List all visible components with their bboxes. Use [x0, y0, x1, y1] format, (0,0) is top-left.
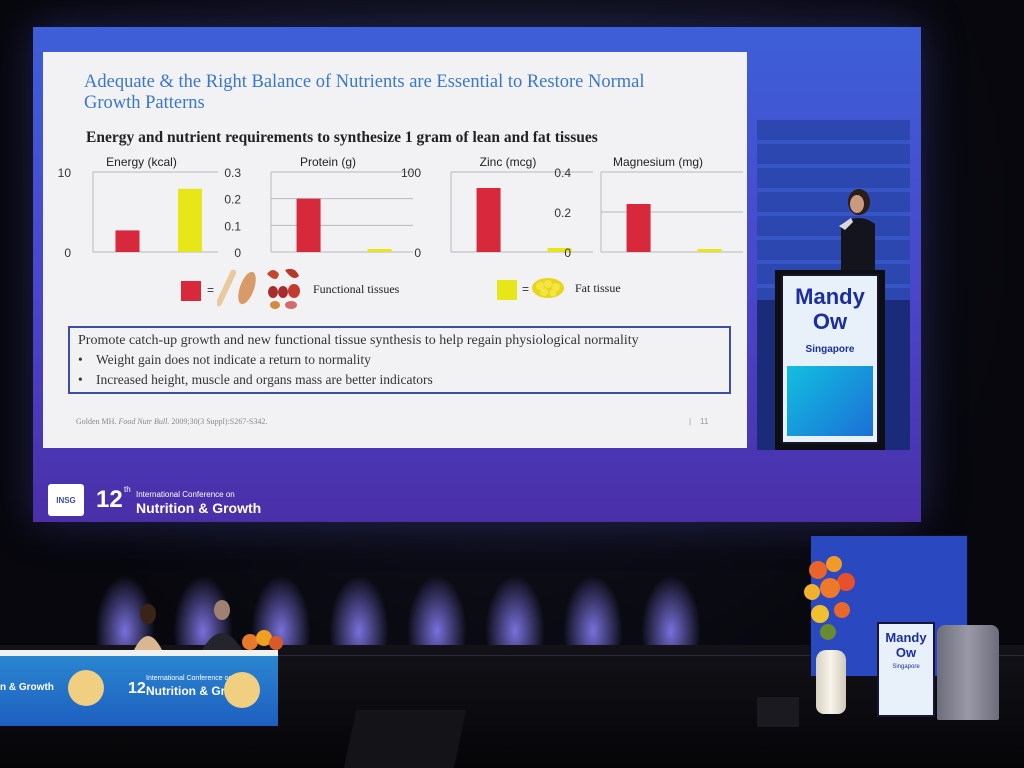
bar-functional-tissues: [476, 188, 501, 252]
tick-label: 0.3: [224, 166, 241, 180]
bar-fat-tissue: [547, 248, 572, 252]
tick-label: 0: [564, 246, 571, 260]
bar-functional-tissues: [296, 198, 321, 252]
stage-speaker-name-line1: Mandy: [885, 630, 927, 645]
legend-functional-label: Functional tissues: [313, 282, 400, 296]
legend-equals-fat: =: [522, 282, 530, 296]
conference-banner: INSG 12 th International Conference on N…: [48, 482, 348, 518]
conference-line2: Nutrition & Growth: [136, 500, 262, 516]
stage-speaker-name-line2: Ow: [895, 645, 917, 660]
tick-label: 0: [234, 246, 241, 260]
legend-fat-swatch: [497, 280, 517, 300]
stage-speaker-city: Singapore: [892, 664, 920, 670]
tick-label: 0: [64, 246, 71, 260]
tick-label: 0.2: [224, 193, 241, 207]
speaker-figure: [839, 189, 875, 278]
slide-subtitle: Energy and nutrient requirements to synt…: [86, 129, 598, 146]
table-artwork: [68, 670, 104, 706]
tick-label: 0: [414, 246, 421, 260]
tick-label: 0.1: [224, 219, 241, 233]
cocktail-table: [937, 625, 999, 720]
stage-lectern-sign: Mandy Ow Singapore: [877, 622, 935, 717]
stage-edge: [0, 655, 1024, 656]
speaker-name-line1: Mandy: [795, 284, 865, 309]
organs-icon: [217, 268, 300, 309]
table-conference-line1: International Conference on: [146, 675, 233, 682]
table-artwork-right: [224, 672, 260, 708]
speaker-camera-feed: Mandy Ow Singapore: [757, 120, 910, 450]
projection-screen: Adequate & the Right Balance of Nutrient…: [33, 27, 921, 522]
conference-suffix: th: [124, 485, 131, 494]
chart-title: Zinc (mcg): [480, 155, 537, 169]
panel-table: n & Growth 12 International Conference o…: [0, 650, 278, 726]
stage-monitor-speaker: [343, 710, 467, 768]
bar-functional-tissues: [115, 230, 140, 252]
legend-fat-label: Fat tissue: [575, 281, 621, 295]
chart-title: Magnesium (mg): [613, 155, 703, 169]
key-message-box: Promote catch-up growth and new function…: [68, 326, 731, 394]
insg-logo: INSG: [48, 484, 84, 516]
lectern-artwork: [787, 366, 873, 436]
lectern-name-sign: Mandy Ow Singapore: [781, 274, 879, 444]
chart-title: Energy (kcal): [106, 155, 177, 169]
legend-functional-swatch: [181, 281, 201, 301]
slide-reference: Golden MH. Food Nutr Bull. 2009;30(3 Sup…: [76, 417, 268, 426]
key-message-bullet: • Increased height, muscle and organs mas…: [78, 372, 433, 387]
bar-functional-tissues: [626, 204, 651, 252]
stage-backlights: [95, 565, 715, 645]
flower-arrangement: [804, 556, 855, 640]
bar-fat-tissue: [367, 249, 392, 252]
bar-fat-tissue: [697, 249, 722, 252]
speaker-city: Singapore: [805, 344, 855, 355]
tick-label: 10: [58, 166, 72, 180]
conference-number: 12: [96, 486, 123, 513]
flower-vase: [816, 650, 846, 714]
tick-label: 100: [401, 166, 421, 180]
key-message-main: Promote catch-up growth and new function…: [78, 333, 639, 348]
conference-line1: International Conference on: [136, 490, 235, 499]
tick-label: 0.2: [554, 206, 571, 220]
speaker-name-line2: Ow: [812, 309, 848, 334]
legend-equals: =: [207, 283, 215, 297]
slide-title: Adequate & the Right Balance of Nutrient…: [84, 72, 645, 113]
presentation-slide: Adequate & the Right Balance of Nutrient…: [43, 52, 747, 448]
fat-cells-icon: [532, 278, 564, 298]
table-conference-number: 12: [128, 680, 146, 697]
table-banner-left: n & Growth: [0, 682, 54, 693]
bar-fat-tissue: [178, 188, 202, 252]
panelists: [134, 600, 242, 650]
chart-title: Protein (g): [300, 155, 356, 169]
camera-equipment: [757, 697, 799, 727]
tick-label: 0.4: [554, 166, 571, 180]
key-message-bullet: • Weight gain does not indicate a return …: [78, 352, 371, 367]
slide-page-number: | 11: [689, 417, 709, 426]
table-flowers: [242, 630, 283, 650]
